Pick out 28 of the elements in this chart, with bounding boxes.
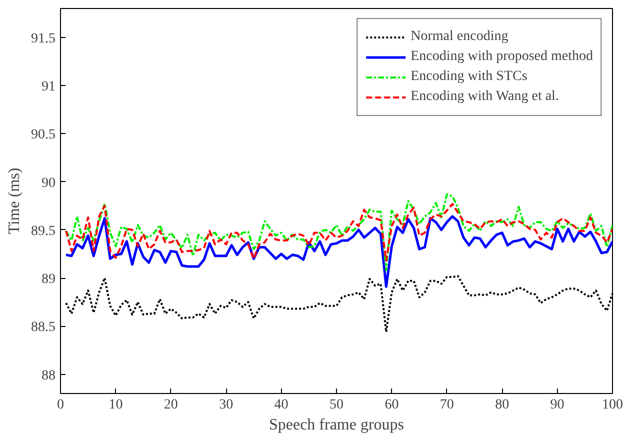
x-tick-label: 20 [164, 398, 178, 412]
legend-label: Encoding with proposed method [410, 48, 593, 66]
y-tick-label: 88.5 [31, 320, 56, 336]
legend-label: Encoding with STCs [410, 68, 528, 86]
x-tick-label: 30 [219, 398, 234, 412]
y-tick-label: 90 [42, 176, 56, 191]
y-tick-label: 91 [42, 80, 56, 94]
x-tick-label: 60 [384, 398, 399, 412]
y-tick-label: 89 [42, 272, 56, 287]
x-tick-label: 50 [330, 398, 344, 412]
legend-label: Encoding with Wang et al. [410, 88, 559, 106]
line-series [64, 215, 612, 288]
x-tick-label: 0 [57, 398, 64, 412]
y-tick-label: 88 [42, 368, 56, 384]
y-tick-label: 89.5 [31, 224, 56, 239]
line-series [65, 193, 612, 272]
x-tick-label: 80 [495, 398, 510, 412]
y-axis-title: Time (ms) [6, 168, 23, 234]
x-tick-label: 100 [602, 398, 623, 412]
x-axis-title: Speech frame groups [268, 416, 404, 434]
x-tick-label: 90 [550, 398, 564, 412]
line-series [65, 202, 612, 262]
y-tick-label: 90.5 [31, 128, 56, 143]
y-tick-label: 91.5 [31, 31, 56, 46]
legend-label: Normal encoding [410, 28, 508, 46]
x-tick-label: 70 [440, 398, 454, 412]
x-tick-label: 40 [274, 398, 288, 412]
x-tick-label: 10 [108, 398, 123, 412]
